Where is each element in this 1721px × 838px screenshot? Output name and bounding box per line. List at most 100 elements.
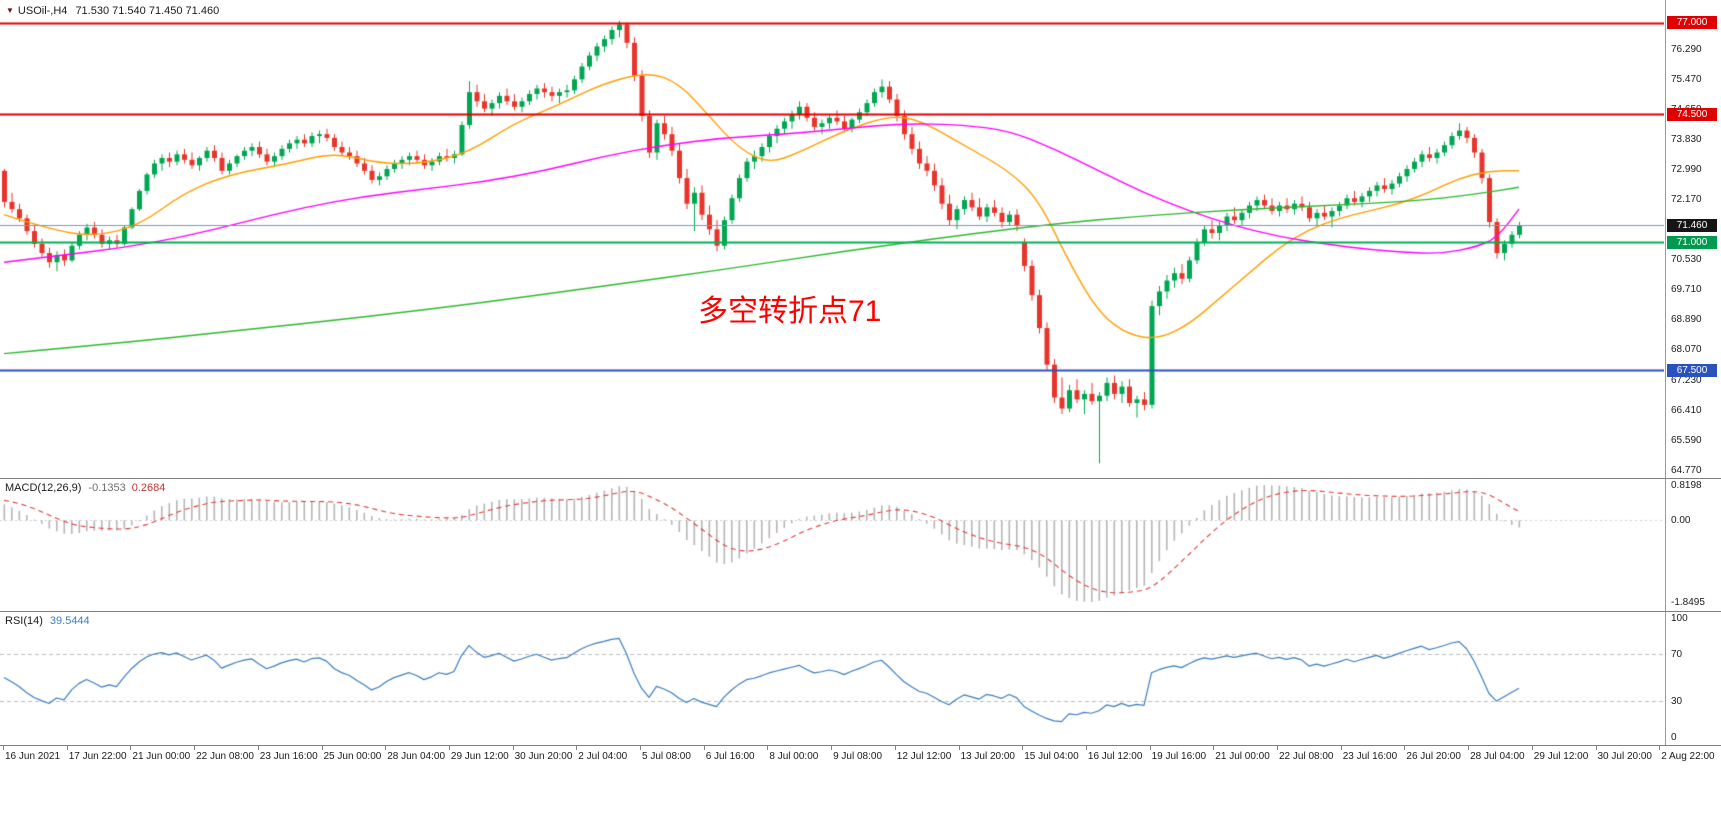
time-tick (1531, 746, 1533, 750)
macd-label: MACD(12,26,9) (5, 482, 82, 494)
macd-signal-value: 0.2684 (131, 482, 166, 494)
macd-tick-label: 0.8198 (1671, 480, 1702, 491)
price-axis[interactable]: 77.06076.29075.47074.65073.83072.99072.1… (1665, 0, 1721, 478)
time-tick (958, 746, 960, 750)
price-tick-label: 68.890 (1671, 314, 1702, 326)
price-level-badge: 71.000 (1667, 235, 1717, 249)
macd-axis[interactable]: 0.8198 0.00 -1.8495 (1665, 479, 1721, 611)
rsi-label: RSI(14) (5, 615, 43, 627)
macd-main-value: -0.1353 (88, 482, 126, 494)
price-tick-label: 73.830 (1671, 133, 1702, 145)
time-tick-label: 30 Jun 20:00 (514, 751, 573, 762)
time-tick-label: 23 Jun 16:00 (259, 751, 318, 762)
symbol-info: ▼ USOil-,H4 71.530 71.540 71.450 71.460 (6, 5, 219, 17)
time-tick (1149, 746, 1151, 750)
price-level-badge: 67.500 (1667, 363, 1717, 377)
macd-tick-label: -1.8495 (1671, 597, 1705, 608)
time-tick (448, 746, 450, 750)
time-tick-label: 21 Jun 00:00 (132, 751, 191, 762)
price-panel: ▼ USOil-,H4 71.530 71.540 71.450 71.460 多空… (0, 0, 1721, 478)
rsi-header: RSI(14) 39.5444 (5, 615, 90, 627)
rsi-chart-canvas[interactable] (0, 612, 1664, 745)
price-tick-label: 65.590 (1671, 434, 1702, 446)
time-tick-label: 22 Jun 08:00 (196, 751, 254, 762)
macd-header: MACD(12,26,9) -0.1353 0.2684 (5, 482, 165, 494)
time-tick (1277, 746, 1278, 750)
time-tick (385, 746, 387, 750)
rsi-panel: RSI(14) 39.5444 100 70 30 0 (0, 611, 1721, 745)
price-tick-label: 67.230 (1671, 374, 1702, 386)
time-tick (321, 746, 323, 750)
time-tick (1404, 746, 1406, 750)
time-tick-label: 28 Jun 04:00 (387, 751, 446, 762)
price-level-badge: 71.460 (1667, 218, 1717, 232)
time-tick (576, 746, 578, 750)
price-level-badge: 77.000 (1667, 16, 1717, 30)
time-tick (640, 746, 641, 750)
time-tick-label: 12 Jul 12:00 (896, 751, 952, 762)
time-tick (703, 746, 705, 750)
time-tick-label: 17 Jun 22:00 (68, 751, 127, 762)
time-tick-label: 16 Jun 2021 (5, 751, 61, 762)
price-tick-label: 72.170 (1671, 194, 1702, 206)
time-tick (1340, 746, 1342, 750)
time-tick-label: 2 Jul 04:00 (578, 751, 628, 762)
time-tick-label: 30 Jul 20:00 (1597, 751, 1653, 762)
time-tick (512, 746, 514, 750)
time-tick-label: 28 Jul 04:00 (1470, 751, 1525, 762)
price-tick-label: 64.770 (1671, 464, 1702, 476)
time-tick-label: 13 Jul 20:00 (960, 751, 1016, 762)
time-tick (831, 746, 833, 750)
collapse-arrow-icon[interactable]: ▼ (6, 6, 14, 15)
price-level-badge: 74.500 (1667, 107, 1717, 121)
macd-chart-canvas[interactable] (0, 479, 1664, 610)
time-tick (3, 746, 4, 750)
time-tick-label: 26 Jul 20:00 (1406, 751, 1461, 762)
price-tick-label: 75.470 (1671, 73, 1702, 85)
time-tick-label: 15 Jul 04:00 (1024, 751, 1079, 762)
time-tick (1085, 746, 1087, 750)
time-axis[interactable]: 16 Jun 2021 17 Jun 22:00 21 Jun 00:00 22 Ju… (0, 745, 1721, 775)
time-tick-label: 19 Jul 16:00 (1151, 751, 1207, 762)
rsi-tick-label: 30 (1671, 696, 1683, 708)
time-tick (1468, 746, 1470, 750)
time-tick-label: 6 Jul 16:00 (705, 751, 755, 762)
price-tick-label: 76.290 (1671, 43, 1702, 55)
price-tick-label: 72.990 (1671, 164, 1702, 176)
time-tick (894, 746, 896, 750)
time-tick-label: 29 Jun 12:00 (450, 751, 509, 762)
time-tick-label: 9 Jul 08:00 (833, 751, 883, 762)
ohlc-readout: 71.530 71.540 71.450 71.460 (75, 5, 220, 17)
time-tick-label: 22 Jul 08:00 (1279, 751, 1334, 762)
time-tick (66, 746, 68, 750)
price-tick-label: 70.530 (1671, 254, 1702, 266)
time-tick-label: 23 Jul 16:00 (1342, 751, 1398, 762)
time-tick (257, 746, 259, 750)
time-tick-label: 29 Jul 12:00 (1533, 751, 1589, 762)
rsi-value: 39.5444 (49, 615, 90, 627)
time-tick (1213, 746, 1215, 750)
time-tick-label: 21 Jul 00:00 (1215, 751, 1270, 762)
time-tick (194, 746, 196, 750)
rsi-tick-label: 100 (1671, 613, 1688, 624)
time-tick (1595, 746, 1597, 750)
time-tick (767, 746, 769, 750)
price-tick-label: 66.410 (1671, 404, 1702, 416)
time-tick-label: 2 Aug 22:00 (1661, 751, 1715, 762)
symbol-title: USOil-,H4 (17, 5, 68, 17)
rsi-axis[interactable]: 100 70 30 0 (1665, 612, 1721, 745)
time-tick-label: 8 Jul 00:00 (769, 751, 819, 762)
macd-tick-label: 0.00 (1671, 515, 1691, 527)
time-tick (1022, 746, 1024, 750)
chart-annotation-text: 多空转折点71 (698, 295, 882, 328)
time-tick (130, 746, 132, 750)
time-tick (1659, 746, 1661, 750)
price-tick-label: 68.070 (1671, 344, 1702, 356)
time-tick-label: 16 Jul 12:00 (1087, 751, 1143, 762)
price-chart-canvas[interactable] (0, 0, 1664, 478)
time-tick-label: 25 Jun 00:00 (323, 751, 382, 762)
price-tick-label: 69.710 (1671, 284, 1702, 296)
rsi-tick-label: 70 (1671, 648, 1683, 660)
time-tick-label: 5 Jul 08:00 (642, 751, 691, 762)
